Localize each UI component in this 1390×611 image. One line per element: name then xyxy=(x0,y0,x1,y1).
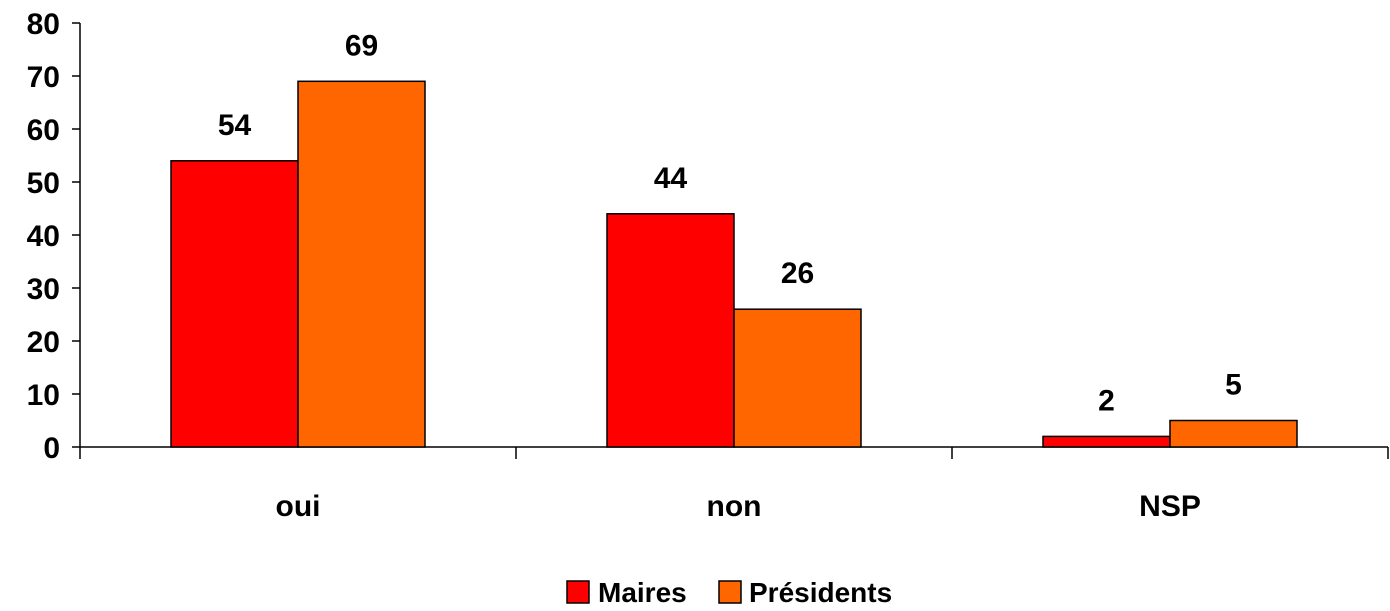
y-tick-label: 40 xyxy=(27,220,60,253)
legend-swatch xyxy=(566,580,590,604)
bar-maires-oui xyxy=(170,160,299,448)
legend-label: Présidents xyxy=(749,577,892,608)
y-tick-label: 60 xyxy=(27,114,60,147)
y-tick-label: 10 xyxy=(27,379,60,412)
bar-presidents-nsp xyxy=(1169,419,1298,448)
y-tick-label: 80 xyxy=(27,8,60,41)
category-label: NSP xyxy=(1139,490,1201,523)
bar-maires-nsp xyxy=(1042,435,1171,448)
legend-swatch xyxy=(718,580,742,604)
x-axis: oui non NSP xyxy=(79,446,1389,523)
bar-presidents-non xyxy=(733,308,862,448)
y-tick-label: 20 xyxy=(27,326,60,359)
y-tick-label: 30 xyxy=(27,273,60,306)
y-axis: 0 10 20 30 40 50 60 70 80 xyxy=(27,8,81,465)
y-tick-label: 70 xyxy=(27,61,60,94)
data-label: 26 xyxy=(781,257,814,290)
data-label: 2 xyxy=(1098,384,1115,417)
y-tick-label: 0 xyxy=(43,432,60,465)
y-tick-label: 50 xyxy=(27,167,60,200)
category-label: non xyxy=(707,490,762,523)
bars xyxy=(170,80,1298,448)
legend: Maires Présidents xyxy=(566,577,892,608)
bar-presidents-oui xyxy=(297,80,426,448)
data-label: 69 xyxy=(345,29,378,62)
data-label: 5 xyxy=(1225,369,1242,402)
data-label: 54 xyxy=(218,109,252,142)
category-label: oui xyxy=(276,490,321,523)
bar-maires-non xyxy=(606,213,735,448)
legend-label: Maires xyxy=(598,577,687,608)
value-labels: 54 69 44 26 2 5 xyxy=(218,29,1242,417)
data-label: 44 xyxy=(654,162,688,195)
